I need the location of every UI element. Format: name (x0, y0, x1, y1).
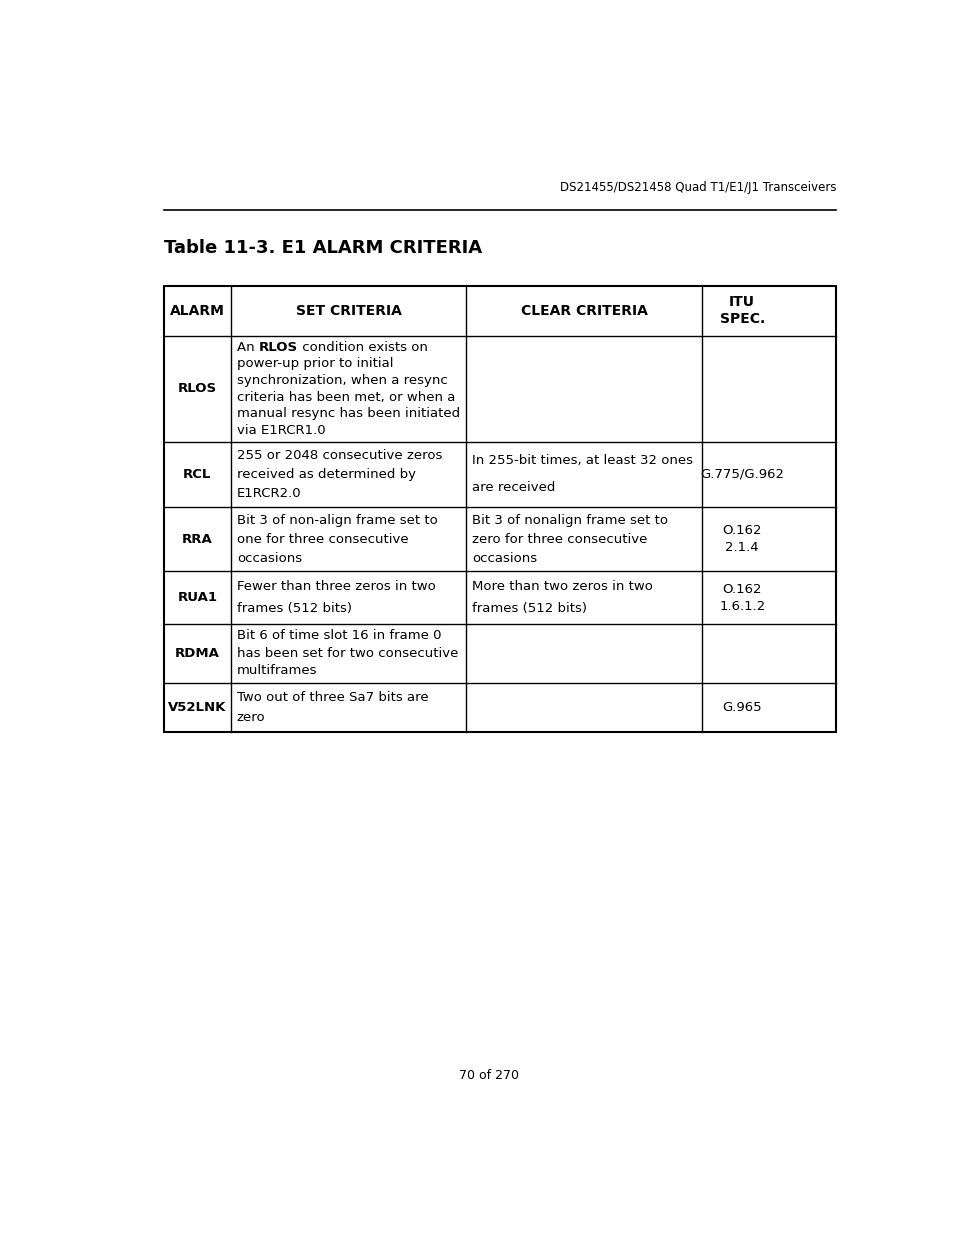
Text: occasions: occasions (472, 552, 537, 564)
Text: V52LNK: V52LNK (168, 700, 226, 714)
Text: In 255-bit times, at least 32 ones: In 255-bit times, at least 32 ones (472, 454, 693, 467)
Text: synchronization, when a resync: synchronization, when a resync (236, 374, 447, 387)
Text: condition exists on: condition exists on (297, 341, 427, 353)
Text: DS21455/DS21458 Quad T1/E1/J1 Transceivers: DS21455/DS21458 Quad T1/E1/J1 Transceive… (559, 180, 836, 194)
Text: Fewer than three zeros in two: Fewer than three zeros in two (236, 580, 436, 593)
Text: G.775/G.962: G.775/G.962 (700, 468, 783, 480)
Text: ITU
SPEC.: ITU SPEC. (719, 295, 764, 326)
Text: RRA: RRA (182, 532, 213, 546)
Text: G.965: G.965 (721, 700, 761, 714)
Text: manual resync has been initiated: manual resync has been initiated (236, 408, 459, 420)
Text: Bit 3 of nonalign frame set to: Bit 3 of nonalign frame set to (472, 514, 668, 526)
Text: CLEAR CRITERIA: CLEAR CRITERIA (520, 304, 647, 317)
Text: zero: zero (236, 711, 265, 724)
Text: 255 or 2048 consecutive zeros: 255 or 2048 consecutive zeros (236, 448, 442, 462)
Text: one for three consecutive: one for three consecutive (236, 532, 408, 546)
Text: zero for three consecutive: zero for three consecutive (472, 532, 647, 546)
Text: 70 of 270: 70 of 270 (458, 1068, 518, 1082)
Text: via E1RCR1.0: via E1RCR1.0 (236, 424, 325, 437)
Text: Bit 3 of non-align frame set to: Bit 3 of non-align frame set to (236, 514, 437, 526)
Text: SET CRITERIA: SET CRITERIA (295, 304, 401, 317)
Text: RDMA: RDMA (174, 647, 219, 659)
Text: are received: are received (472, 482, 555, 494)
Text: ALARM: ALARM (170, 304, 225, 317)
Text: occasions: occasions (236, 552, 301, 564)
Text: RUA1: RUA1 (177, 592, 217, 604)
Text: RLOS: RLOS (177, 383, 216, 395)
Text: power-up prior to initial: power-up prior to initial (236, 357, 393, 370)
Text: An: An (236, 341, 258, 353)
Text: multiframes: multiframes (236, 664, 317, 677)
Text: RLOS: RLOS (258, 341, 297, 353)
Text: frames (512 bits): frames (512 bits) (236, 601, 352, 615)
Text: frames (512 bits): frames (512 bits) (472, 601, 587, 615)
Bar (164, 287, 836, 732)
Text: received as determined by: received as determined by (236, 468, 416, 480)
Text: criteria has been met, or when a: criteria has been met, or when a (236, 390, 455, 404)
Text: has been set for two consecutive: has been set for two consecutive (236, 647, 457, 659)
Text: RCL: RCL (183, 468, 212, 480)
Text: Two out of three Sa7 bits are: Two out of three Sa7 bits are (236, 690, 428, 704)
Text: O.162
1.6.1.2: O.162 1.6.1.2 (719, 583, 764, 613)
Text: O.162
2.1.4: O.162 2.1.4 (721, 524, 761, 555)
Text: Table 11-3. E1 ALARM CRITERIA: Table 11-3. E1 ALARM CRITERIA (164, 238, 481, 257)
Text: More than two zeros in two: More than two zeros in two (472, 580, 653, 593)
Text: E1RCR2.0: E1RCR2.0 (236, 487, 301, 500)
Text: Bit 6 of time slot 16 in frame 0: Bit 6 of time slot 16 in frame 0 (236, 630, 441, 642)
